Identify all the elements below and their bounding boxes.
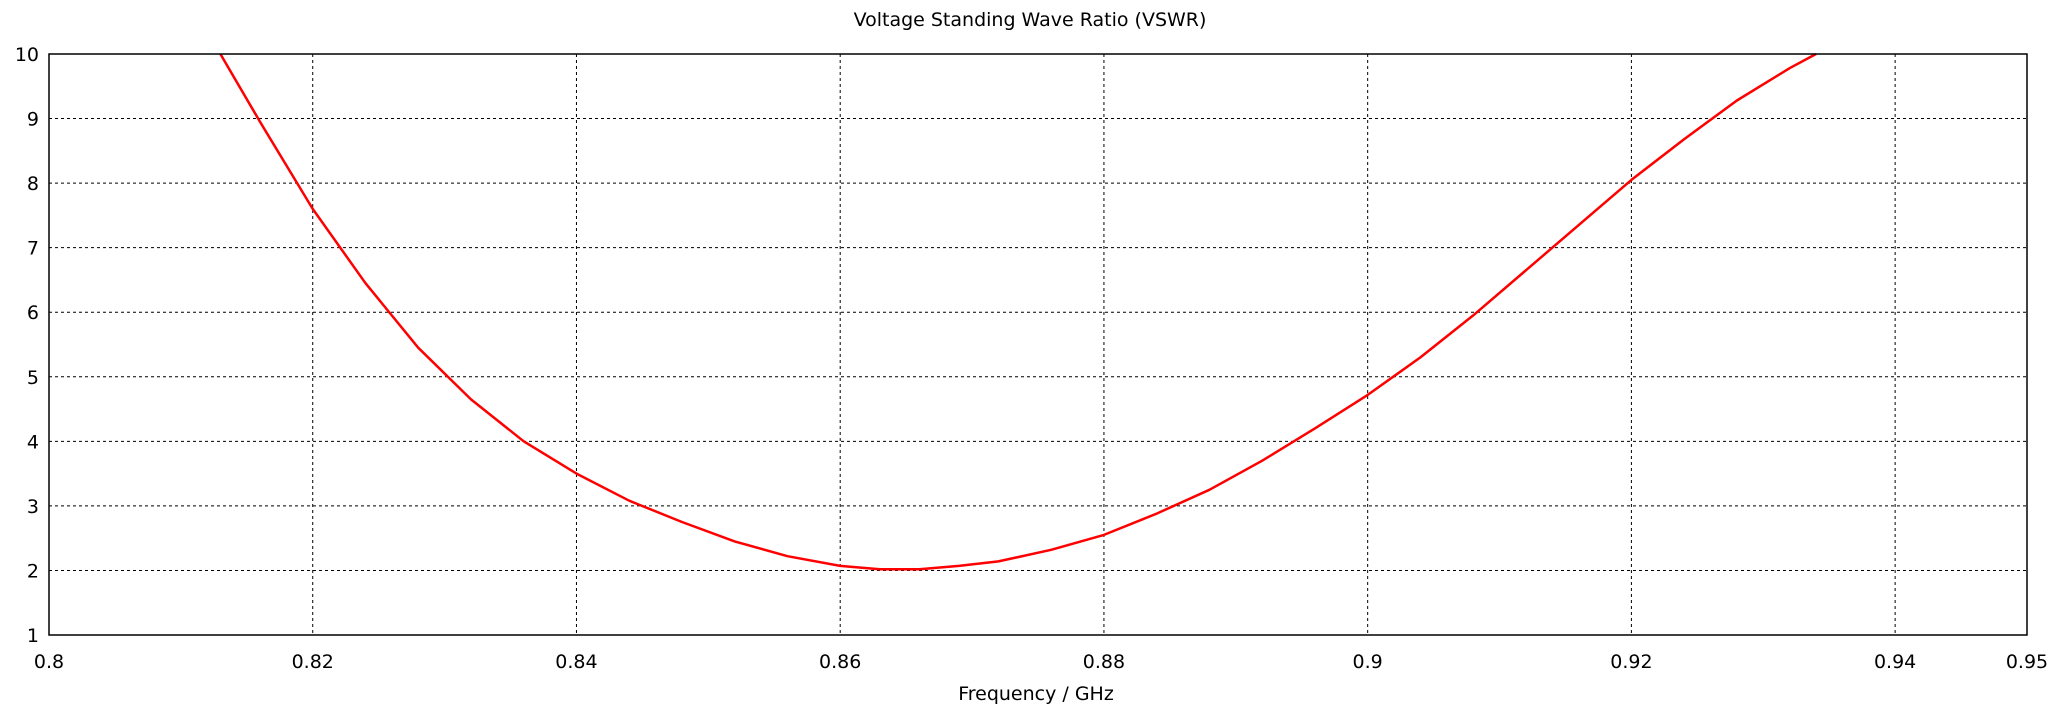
x-tick-label: 0.82 — [292, 651, 334, 673]
vswr-series-line — [219, 52, 1817, 571]
y-tick-label: 6 — [27, 302, 39, 324]
y-tick-labels: 1 2 3 4 5 6 7 8 9 10 — [15, 44, 39, 647]
y-tick-label: 8 — [27, 173, 39, 195]
x-tick-labels: 0.8 0.82 0.84 0.86 0.88 0.9 0.92 0.94 0.95 — [34, 651, 2048, 673]
chart-title: Voltage Standing Wave Ratio (VSWR) — [854, 9, 1207, 31]
x-tick-label: 0.8 — [34, 651, 64, 673]
y-tick-label: 1 — [27, 625, 39, 647]
y-tick-label: 3 — [27, 496, 39, 518]
x-tick-label: 0.95 — [2006, 651, 2048, 673]
x-tick-label: 0.9 — [1353, 651, 1383, 673]
y-tick-label: 7 — [27, 238, 39, 260]
x-tick-label: 0.92 — [1610, 651, 1652, 673]
plot-area-frame — [48, 53, 2028, 636]
series-layer — [219, 52, 1817, 571]
x-tick-label: 0.84 — [555, 651, 597, 673]
y-tick-label: 9 — [27, 109, 39, 131]
y-tick-label: 4 — [27, 431, 39, 453]
grid-lines — [49, 54, 2027, 635]
x-tick-label: 0.88 — [1083, 651, 1125, 673]
y-tick-label: 2 — [27, 560, 39, 582]
x-axis-label: Frequency / GHz — [958, 683, 1114, 705]
x-tick-label: 0.94 — [1874, 651, 1916, 673]
y-tick-label: 10 — [15, 44, 39, 66]
y-tick-label: 5 — [27, 367, 39, 389]
x-tick-label: 0.86 — [819, 651, 861, 673]
